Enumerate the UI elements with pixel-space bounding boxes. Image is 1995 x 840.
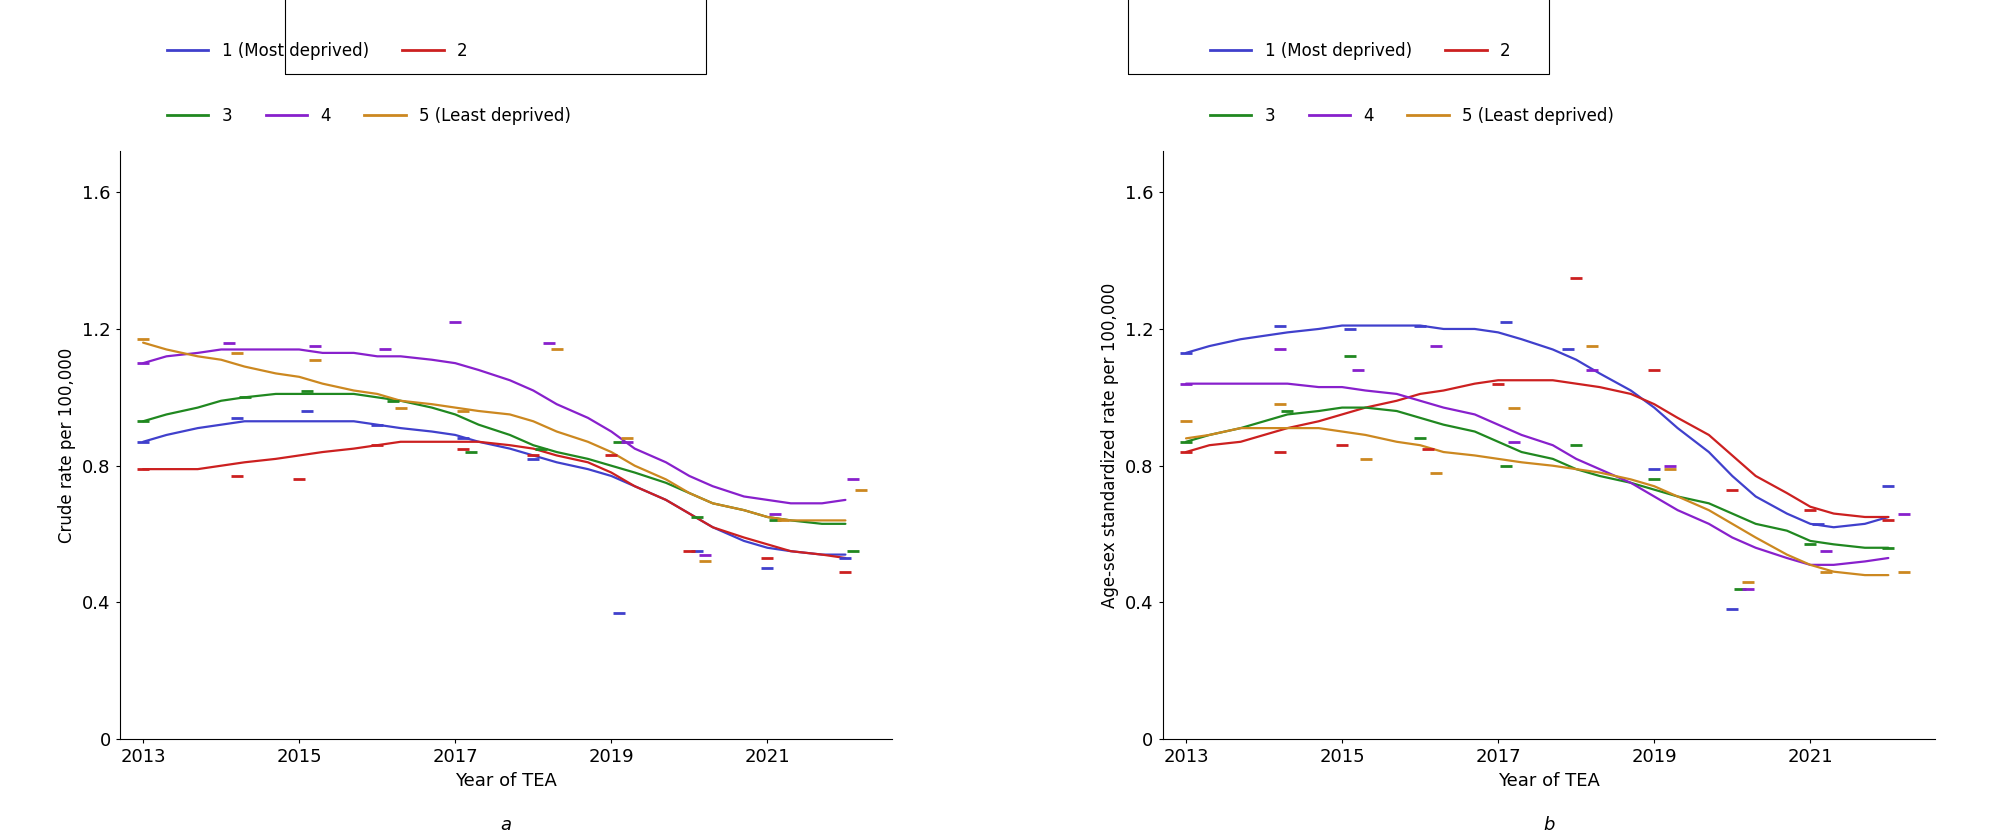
Y-axis label: Age-sex standardized rate per 100,000: Age-sex standardized rate per 100,000 <box>1101 282 1119 608</box>
Y-axis label: Crude rate per 100,000: Crude rate per 100,000 <box>58 348 76 543</box>
Legend: 3, 4, 5 (Least deprived): 3, 4, 5 (Least deprived) <box>1209 107 1614 124</box>
Legend: 3, 4, 5 (Least deprived): 3, 4, 5 (Least deprived) <box>168 107 571 124</box>
X-axis label: Year of TEA: Year of TEA <box>455 772 557 790</box>
Text: a: a <box>501 816 511 833</box>
Text: b: b <box>1544 816 1554 833</box>
X-axis label: Year of TEA: Year of TEA <box>1498 772 1600 790</box>
